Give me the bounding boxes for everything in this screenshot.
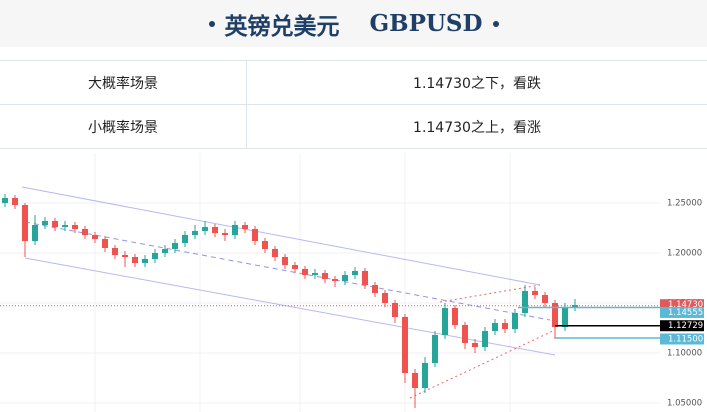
price-level-label: 1.12729 — [668, 321, 703, 331]
y-tick-label: 1.25000 — [667, 199, 702, 209]
candle-body — [342, 275, 348, 281]
candle-body — [142, 259, 148, 263]
candle-body — [442, 308, 448, 335]
candle-body — [232, 225, 238, 235]
candle-body — [542, 295, 548, 303]
candle-body — [512, 313, 518, 329]
candle-body — [292, 265, 298, 269]
price-level-label: 1.14730 — [668, 300, 703, 310]
candle-body — [182, 235, 188, 243]
candle-body — [222, 233, 228, 235]
candle-body — [372, 285, 378, 293]
candle-body — [322, 273, 328, 279]
cell: 1.14730之上，看涨 — [246, 104, 707, 149]
header: 英镑兑美元 GBPUSD — [0, 0, 707, 47]
chart: 1.250001.200001.150001.100001.050001.147… — [0, 153, 704, 412]
row: 大概率场景 1.14730之下，看跌 — [0, 60, 707, 105]
candle-body — [482, 331, 488, 347]
candle-body — [272, 249, 278, 257]
candle-body — [172, 243, 178, 249]
candle-body — [282, 257, 288, 265]
candle-body — [32, 225, 38, 241]
candle-body — [212, 227, 218, 233]
candle-body — [432, 335, 438, 363]
candle-body — [532, 291, 538, 295]
channel — [21, 186, 556, 399]
candle-body — [462, 325, 468, 343]
price-level-box — [660, 299, 704, 311]
bullet — [492, 20, 499, 27]
candle-body — [82, 229, 88, 235]
y-tick-label: 1.10000 — [667, 349, 702, 359]
candle-body — [162, 249, 168, 253]
candle-body — [312, 273, 318, 275]
candle-body — [242, 225, 248, 229]
candle-body — [132, 257, 138, 263]
candle-body — [362, 271, 368, 285]
candle-body — [352, 271, 358, 275]
candle-body — [122, 255, 128, 257]
price-level-label: 1.11500 — [668, 335, 703, 345]
price-level-box — [660, 306, 704, 318]
candle-body — [42, 221, 48, 225]
cell: 小概率场景 — [0, 104, 247, 149]
candle-body — [402, 317, 408, 373]
bullet — [208, 20, 215, 27]
candle-body — [92, 235, 98, 239]
title: 英镑兑美元 — [224, 12, 340, 40]
cell: 大概率场景 — [0, 60, 247, 105]
candle-body — [112, 248, 118, 255]
candle-body — [52, 221, 58, 227]
candle-body — [152, 253, 158, 259]
candle-body — [502, 323, 508, 329]
candle-body — [252, 229, 258, 241]
y-tick-label: 1.20000 — [667, 249, 702, 259]
symbol: GBPUSD — [369, 10, 483, 37]
candle-body — [492, 323, 498, 331]
candle-body — [452, 308, 458, 325]
candle-body — [382, 293, 388, 303]
candle-body — [262, 241, 268, 249]
scenario-table: 大概率场景 1.14730之下，看跌 小概率场景 1.14730之上，看涨 — [0, 60, 707, 149]
y-tick-label: 1.05000 — [667, 399, 702, 409]
price-level-box — [660, 320, 704, 332]
candle-body — [12, 198, 18, 205]
candle-body — [192, 231, 198, 235]
price-level-label: 1.14555 — [668, 308, 703, 318]
candle-body — [62, 225, 68, 227]
row: 小概率场景 1.14730之上，看涨 — [0, 104, 707, 149]
candle-body — [22, 205, 28, 241]
candle-body — [332, 279, 338, 281]
candle-body — [552, 303, 558, 327]
candle-body — [2, 198, 8, 203]
candle-body — [572, 305, 578, 307]
candle-body — [422, 363, 428, 388]
candle-body — [102, 239, 108, 248]
candle-body — [412, 373, 418, 388]
candle-body — [302, 269, 308, 275]
candle-body — [562, 307, 568, 327]
candle-body — [72, 225, 78, 229]
candle-body — [202, 227, 208, 231]
candle-body — [472, 343, 478, 347]
candle-body — [522, 291, 528, 313]
price-level-box — [660, 333, 704, 345]
cell: 1.14730之下，看跌 — [246, 60, 707, 105]
candle-body — [392, 303, 398, 317]
